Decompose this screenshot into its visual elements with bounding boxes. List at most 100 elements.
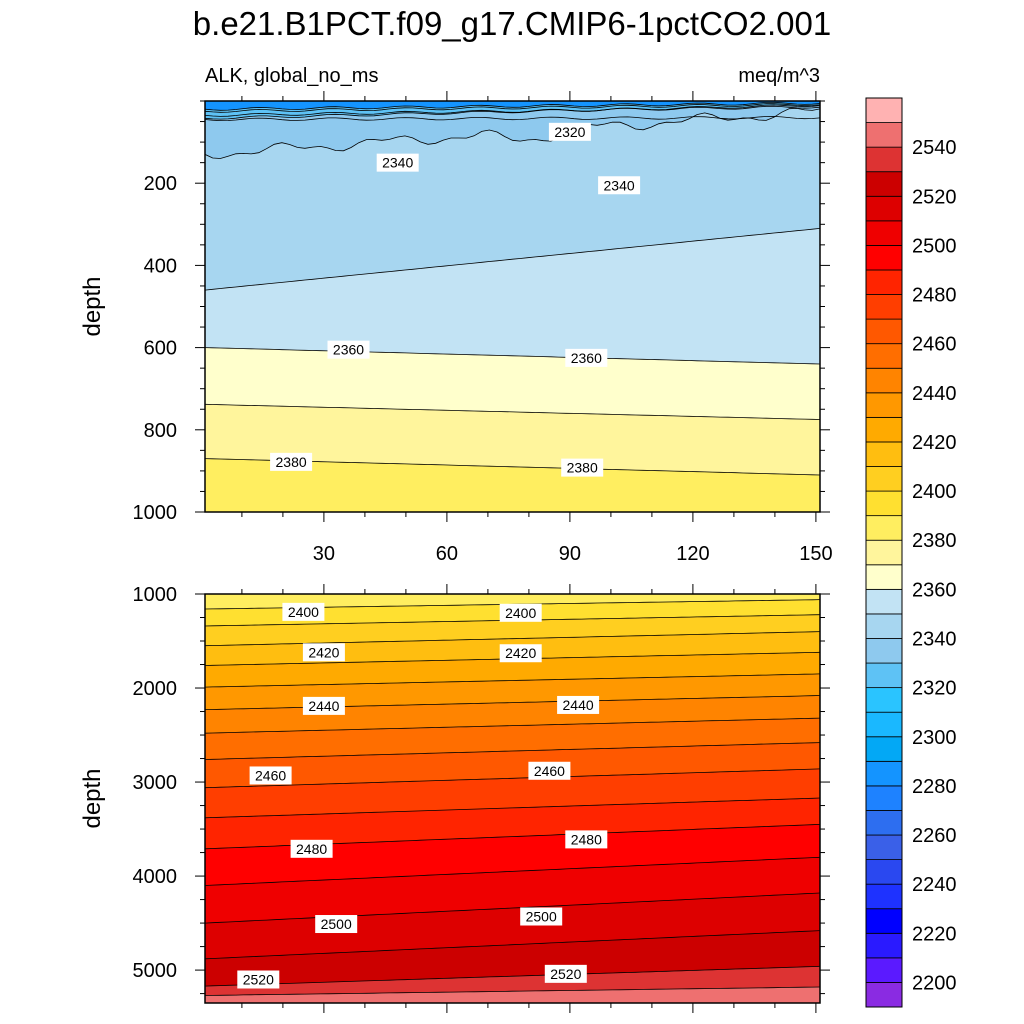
contour-label: 2480 — [290, 839, 333, 858]
y-tick-label: 400 — [144, 255, 177, 277]
contour-label: 2320 — [548, 122, 591, 141]
colorbar-tick-label: 2280 — [912, 776, 957, 798]
x-tick-label: 120 — [676, 543, 709, 565]
contour-line — [205, 768, 820, 789]
contour-label: 2500 — [520, 907, 563, 926]
colorbar-swatch — [865, 687, 903, 713]
contour-line — [205, 347, 820, 365]
contour-line — [205, 965, 820, 987]
svg-text:2340: 2340 — [604, 177, 635, 193]
svg-text:2440: 2440 — [308, 698, 339, 714]
colorbar-swatch — [865, 760, 903, 787]
y-tick-label: 4000 — [133, 866, 178, 888]
contour-line — [205, 403, 820, 420]
colorbar-swatch — [865, 97, 903, 123]
contour-line — [205, 102, 820, 111]
svg-text:2400: 2400 — [505, 605, 536, 621]
contour-label: 2400 — [282, 602, 325, 621]
y-tick-label: 800 — [144, 420, 177, 442]
contour-line — [205, 103, 820, 113]
colorbar-swatch — [865, 564, 903, 590]
svg-text:2520: 2520 — [550, 966, 581, 982]
contour-label: 2440 — [302, 696, 345, 715]
y-axis-label: depth — [79, 768, 106, 828]
contour-line — [205, 892, 820, 924]
colorbar: 2200 2220 2240 2260 2280 2300 2320 2340 2360 2380… — [865, 97, 957, 1008]
colorbar-swatch — [865, 638, 903, 664]
contour-label: 2440 — [557, 695, 600, 714]
colorbar-swatch — [865, 736, 903, 762]
panel-upper-ocean: 2320 2340 2340 2360 2360 2380 2380 30 60 90 120 150… — [79, 91, 833, 565]
contour-line — [205, 105, 820, 117]
contour-line — [205, 673, 820, 688]
svg-text:2360: 2360 — [333, 342, 364, 358]
colorbar-tick-label: 2460 — [912, 334, 957, 356]
colorbar-swatch — [865, 195, 903, 222]
svg-text:2460: 2460 — [255, 767, 286, 783]
contour-fills — [205, 101, 820, 512]
x-tick-label: 60 — [436, 543, 458, 565]
svg-text:2420: 2420 — [308, 644, 339, 660]
colorbar-swatch — [865, 343, 903, 369]
colorbar-swatch — [865, 957, 903, 983]
colorbar-tick-label: 2320 — [912, 678, 957, 700]
contour-panels: 2320 2340 2340 2360 2360 2380 2380 30 60 90 120 150… — [79, 91, 833, 1013]
colorbar-swatch — [865, 810, 903, 836]
y-tick-label: 2000 — [133, 678, 178, 700]
panel-deep-ocean: 2400 2400 2420 2420 2440 2440 2460 2460 2480 2480… — [79, 584, 830, 1013]
contour-label: 2420 — [302, 643, 345, 662]
colorbar-swatch — [865, 367, 903, 394]
colorbar-swatch — [865, 539, 903, 566]
colorbar-swatch — [865, 613, 903, 639]
colorbar-swatch — [865, 466, 903, 492]
y-tick-label: 5000 — [133, 960, 178, 982]
contour-label: 2400 — [499, 603, 542, 622]
colorbar-tick-label: 2420 — [912, 432, 957, 454]
colorbar-swatch — [865, 932, 903, 959]
contour-label: 2340 — [598, 176, 641, 195]
colorbar-swatch — [865, 834, 903, 860]
colorbar-swatch — [865, 171, 903, 197]
contour-band — [205, 458, 820, 512]
svg-text:2380: 2380 — [567, 460, 598, 476]
x-tick-label: 150 — [799, 543, 832, 565]
contour-line — [205, 115, 820, 122]
svg-text:2480: 2480 — [296, 841, 327, 857]
svg-text:2420: 2420 — [505, 645, 536, 661]
svg-text:2440: 2440 — [563, 697, 594, 713]
colorbar-swatch — [865, 441, 903, 467]
contour-label: 2520 — [544, 964, 587, 983]
colorbar-swatch — [865, 515, 903, 541]
svg-text:2320: 2320 — [554, 124, 585, 140]
chart-title: b.e21.B1PCT.f09_g17.CMIP6-1pctCO2.001 — [193, 5, 831, 42]
contour-line — [205, 986, 820, 996]
colorbar-swatch — [865, 392, 903, 418]
colorbar-swatch — [865, 883, 903, 910]
colorbar-tick-label: 2360 — [912, 579, 957, 601]
y-tick-label: 3000 — [133, 772, 178, 794]
y-tick-label: 600 — [144, 338, 177, 360]
colorbar-tick-label: 2440 — [912, 383, 957, 405]
colorbar-swatch — [865, 588, 903, 615]
svg-text:2520: 2520 — [243, 971, 274, 987]
contour-label: 2380 — [561, 458, 604, 477]
contour-label: 2460 — [249, 766, 292, 785]
contour-line — [205, 930, 820, 960]
plot-frame — [204, 593, 821, 1004]
svg-text:2460: 2460 — [534, 763, 565, 779]
svg-text:2380: 2380 — [276, 454, 307, 470]
svg-text:2360: 2360 — [571, 350, 602, 366]
colorbar-tick-label: 2240 — [912, 874, 957, 896]
colorbar-swatch — [865, 908, 903, 934]
colorbar-tick-label: 2220 — [912, 923, 957, 945]
colorbar-frame — [865, 97, 903, 1008]
units-label: meq/m^3 — [738, 65, 820, 87]
colorbar-tick-label: 2500 — [912, 235, 957, 257]
svg-text:2400: 2400 — [288, 604, 319, 620]
colorbar-tick-label: 2540 — [912, 137, 957, 159]
colorbar-swatch — [865, 416, 903, 443]
contour-line — [205, 717, 820, 734]
contour-label: 2460 — [528, 761, 571, 780]
x-tick-label: 90 — [559, 543, 581, 565]
